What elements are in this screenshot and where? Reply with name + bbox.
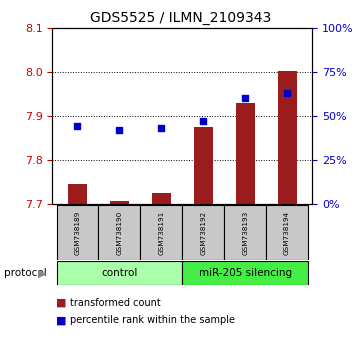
Text: protocol: protocol (4, 268, 46, 278)
Text: transformed count: transformed count (70, 298, 161, 308)
Bar (182, 205, 224, 260)
Point (75, 124, 81, 129)
Bar (57, 261, 182, 285)
Text: GSM738191: GSM738191 (158, 211, 164, 255)
Bar (194, 127, 213, 204)
Bar (140, 205, 182, 260)
Point (158, 125, 164, 131)
Bar (266, 205, 308, 260)
Point (242, 96, 248, 101)
Point (117, 127, 122, 133)
Text: ■: ■ (56, 315, 66, 325)
Text: percentile rank within the sample: percentile rank within the sample (70, 315, 235, 325)
Text: GSM738190: GSM738190 (116, 211, 122, 255)
Text: ▶: ▶ (38, 268, 46, 278)
Bar (182, 261, 308, 285)
Text: miR-205 silencing: miR-205 silencing (199, 268, 292, 278)
Text: GDS5525 / ILMN_2109343: GDS5525 / ILMN_2109343 (90, 11, 271, 25)
Bar (152, 193, 171, 204)
Point (200, 118, 206, 124)
Text: ■: ■ (56, 298, 66, 308)
Text: GSM738193: GSM738193 (242, 211, 248, 255)
Text: GSM738192: GSM738192 (200, 211, 206, 255)
Bar (278, 71, 296, 204)
Text: GSM738189: GSM738189 (74, 211, 81, 255)
Bar (110, 201, 129, 204)
Text: GSM738194: GSM738194 (284, 211, 290, 255)
Text: control: control (101, 268, 138, 278)
Bar (236, 103, 255, 204)
Point (284, 90, 290, 96)
Bar (68, 184, 87, 204)
Bar (224, 205, 266, 260)
Bar (57, 205, 99, 260)
Bar (99, 205, 140, 260)
